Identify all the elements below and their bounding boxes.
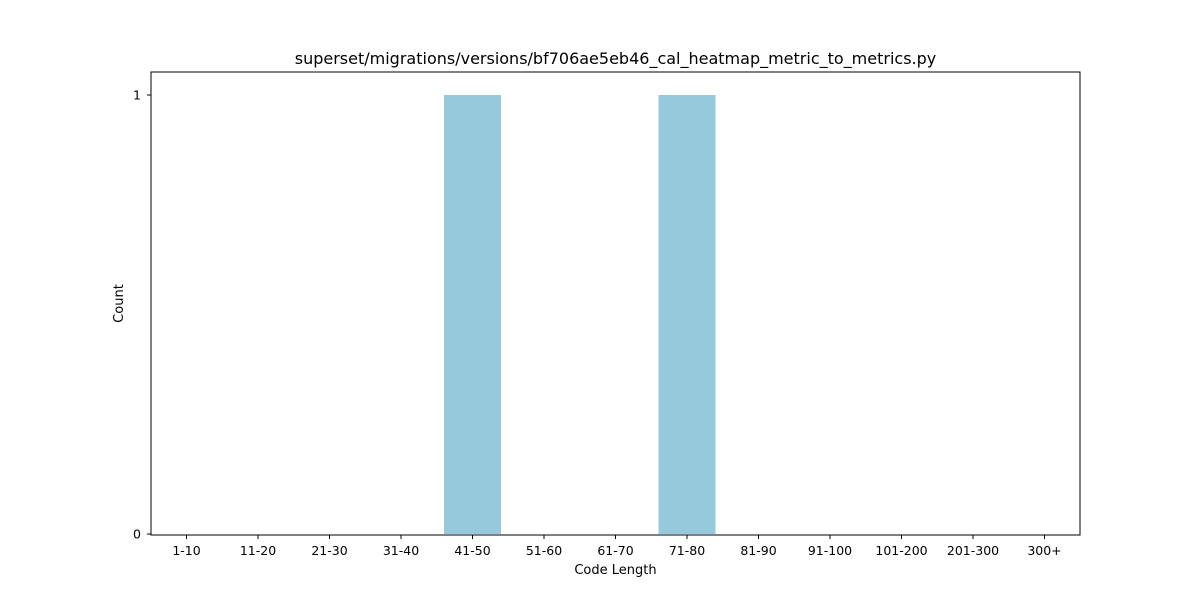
x-tick-label: 51-60 [526, 543, 562, 558]
x-tick-label: 11-20 [240, 543, 276, 558]
x-axis: 1-10 11-20 21-30 31-40 41-50 51-60 61-70 71-80 8… [172, 535, 1062, 558]
chart-title: superset/migrations/versions/bf706ae5eb4… [295, 49, 937, 69]
bars-layer [444, 95, 716, 534]
x-tick-label: 61-70 [597, 543, 633, 558]
y-axis-label: Count [112, 284, 127, 323]
y-tick-label: 0 [133, 527, 141, 542]
bar-71-80 [658, 95, 716, 534]
x-tick-label: 1-10 [172, 543, 200, 558]
x-axis-label: Code Length [574, 563, 656, 578]
y-axis: 01 [133, 88, 151, 542]
x-tick-label: 101-200 [875, 543, 927, 558]
y-tick-label: 1 [133, 88, 141, 103]
x-tick-label: 31-40 [383, 543, 419, 558]
x-tick-label: 81-90 [740, 543, 776, 558]
x-tick-label: 300+ [1027, 543, 1061, 558]
x-tick-label: 91-100 [808, 543, 852, 558]
x-tick-label: 71-80 [669, 543, 705, 558]
x-tick-label: 21-30 [311, 543, 347, 558]
x-tick-label: 201-300 [947, 543, 999, 558]
bar-41-50 [444, 95, 501, 534]
x-tick-label: 41-50 [454, 543, 490, 558]
